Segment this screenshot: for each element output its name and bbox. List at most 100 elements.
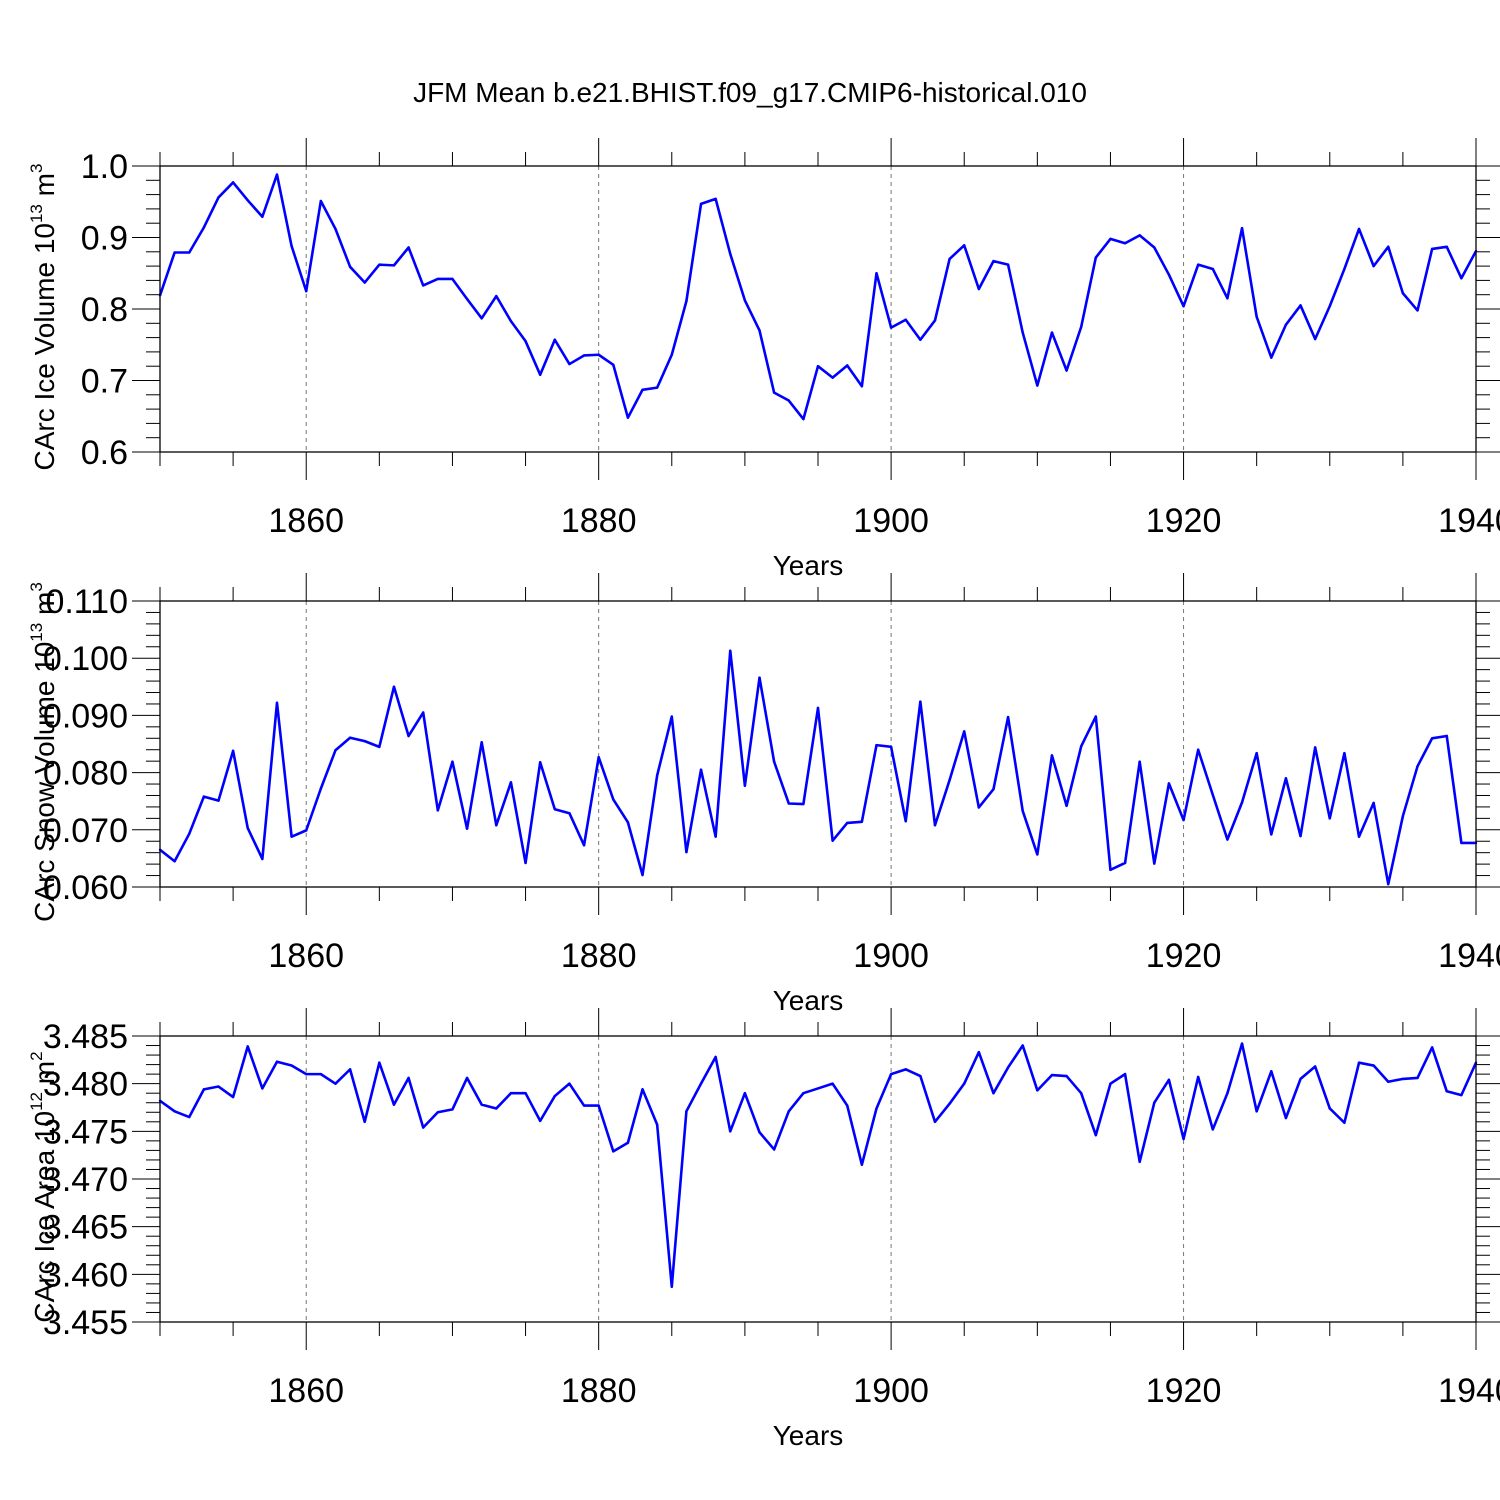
- data-point: [787, 1110, 790, 1113]
- x-tick-label: 1860: [268, 502, 344, 540]
- data-point: [1270, 833, 1273, 836]
- data-point: [1299, 834, 1302, 838]
- data-point: [509, 319, 513, 323]
- data-point: [1153, 1101, 1156, 1104]
- data-point: [436, 277, 440, 281]
- plot-frame: [159, 165, 1477, 453]
- data-point: [1065, 1074, 1068, 1078]
- data-point: [1196, 1075, 1200, 1079]
- y-tick-label: 0.060: [43, 869, 128, 907]
- data-point: [495, 1107, 498, 1110]
- data-point: [553, 1094, 556, 1098]
- data-point: [348, 736, 352, 739]
- y-axis-title-part: m: [29, 173, 60, 204]
- x-tick-label: 1920: [1146, 1372, 1222, 1410]
- y-tick-label: 0.110: [45, 583, 128, 621]
- x-tick-label: 1920: [1146, 937, 1222, 975]
- data-point: [538, 761, 542, 764]
- data-point: [963, 1082, 966, 1085]
- data-point: [1050, 754, 1054, 757]
- data-point: [173, 251, 176, 254]
- data-point: [743, 784, 747, 787]
- data-point: [1357, 1061, 1361, 1064]
- data-point: [1036, 1089, 1039, 1092]
- data-point: [217, 196, 220, 199]
- data-point: [378, 263, 381, 266]
- data-point: [1445, 1090, 1448, 1093]
- data-point: [846, 821, 849, 825]
- data-point: [1255, 315, 1258, 319]
- data-point: [714, 835, 717, 838]
- y-tick-label: 3.455: [43, 1304, 128, 1342]
- data-point: [202, 795, 206, 798]
- data-point: [846, 1104, 849, 1107]
- y-axis-title-superscript: 3: [27, 582, 46, 591]
- y-axis-title-superscript: 2: [27, 1051, 46, 1060]
- data-point: [275, 1060, 279, 1063]
- data-point: [1240, 227, 1244, 230]
- x-tick-label: 1900: [853, 937, 929, 975]
- data-point: [246, 826, 249, 830]
- data-point: [1401, 814, 1405, 818]
- data-point: [1313, 1065, 1317, 1068]
- data-point: [246, 1045, 249, 1048]
- data-point: [553, 338, 556, 341]
- data-point: [670, 1285, 673, 1288]
- data-point: [1401, 1077, 1405, 1081]
- y-axis-title-part: m: [29, 592, 60, 623]
- data-point: [948, 257, 951, 261]
- data-point: [948, 778, 951, 782]
- series-line: [158, 173, 1478, 421]
- data-point: [1080, 325, 1083, 329]
- y-axis-title-part: CArc Ice Volume 10: [29, 223, 60, 470]
- data-point: [538, 1119, 542, 1123]
- data-point: [729, 1130, 732, 1133]
- data-point: [875, 1107, 878, 1110]
- data-point: [670, 715, 673, 718]
- data-point: [1255, 751, 1258, 755]
- data-point: [1226, 1092, 1229, 1095]
- data-point: [1343, 1121, 1346, 1124]
- data-point: [1372, 1064, 1375, 1067]
- data-point: [1284, 1116, 1288, 1120]
- data-point: [1416, 1076, 1419, 1080]
- data-point: [1094, 256, 1098, 259]
- y-tick-label: 0.8: [81, 291, 128, 329]
- data-point: [465, 827, 469, 830]
- data-point: [290, 1064, 293, 1067]
- data-point: [1138, 234, 1141, 237]
- data-point: [802, 1092, 805, 1095]
- data-point: [1416, 765, 1419, 768]
- y-axis-title-part: m: [29, 1061, 60, 1092]
- data-point: [451, 277, 454, 281]
- panel-ice-area: 3.455 3.460 3.465 3.470 3.475 3.480 3.485 1860 1…: [27, 1008, 1500, 1451]
- data-point: [714, 1055, 717, 1059]
- data-point: [465, 297, 469, 301]
- data-point: [582, 354, 586, 357]
- data-point: [407, 1076, 410, 1080]
- x-tick-label: 1900: [853, 1372, 929, 1410]
- data-point: [524, 339, 527, 343]
- data-point: [1460, 277, 1463, 280]
- data-point: [246, 199, 249, 202]
- y-tick-label: 3.475: [43, 1113, 128, 1151]
- y-axis-title-superscript: 13: [27, 204, 46, 223]
- data-point: [1036, 853, 1039, 856]
- y-tick-label: 0.6: [81, 434, 128, 472]
- data-point: [1196, 748, 1200, 751]
- data-point: [1167, 273, 1171, 276]
- data-point: [904, 1068, 907, 1071]
- data-point: [685, 299, 688, 303]
- data-point: [392, 264, 396, 267]
- data-point: [948, 1102, 951, 1105]
- data-point: [699, 1082, 703, 1085]
- x-tick-label: 1880: [561, 937, 637, 975]
- data-point: [582, 844, 586, 847]
- data-point: [1065, 369, 1068, 372]
- x-tick-label: 1940: [1438, 502, 1500, 540]
- y-tick-label: 0.090: [43, 697, 128, 735]
- y-tick-label: 0.100: [43, 640, 128, 678]
- data-point: [729, 252, 732, 256]
- data-point: [1153, 862, 1156, 865]
- data-point: [699, 202, 703, 206]
